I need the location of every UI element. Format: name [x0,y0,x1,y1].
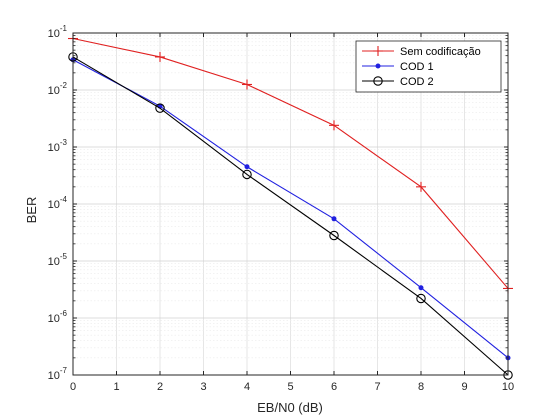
legend-marker [373,76,383,86]
x-tick-label: 6 [331,381,337,393]
x-tick-label: 3 [200,381,206,393]
series-layer [68,33,513,380]
series-line [72,37,509,289]
x-tick-label: 4 [244,381,250,393]
x-tick-label: 0 [70,381,76,393]
y-axis-title: BER [24,197,39,224]
data-point [331,216,337,222]
data-point [416,293,426,304]
data-point [155,103,165,113]
x-tick-label: 5 [287,381,293,393]
data-point [329,120,339,131]
x-tick-label: 2 [157,381,163,393]
legend-marker [375,63,381,69]
x-axis-title: EB/N0 (dB) [257,400,323,415]
data-point [155,51,165,62]
data-point [416,181,426,192]
x-tick-label: 7 [374,381,380,393]
series-line [72,56,509,376]
data-point [244,164,250,170]
y-tick-label: 10-6 [48,309,68,325]
x-tick-label: 9 [461,381,467,393]
data-point [242,169,252,180]
x-tick-label: 8 [418,381,424,393]
legend-entry: Sem codificação [362,46,481,58]
ticks: 0 1 2 3 4 5 6 7 8 9 10 10-7 10-6 10-5 10-4 10-3 10-2 10-1 [48,24,515,393]
y-tick-label: 10-2 [48,81,68,97]
y-tick-label: 10-4 [48,195,68,211]
series-line [72,59,509,359]
y-tick-label: 10-3 [48,138,68,154]
legend-entry: COD 1 [362,61,434,73]
y-tick-label: 10-1 [48,24,68,40]
x-tick-label: 1 [113,381,119,393]
data-point [418,285,424,291]
data-point [242,79,252,90]
legend-label: COD 1 [400,61,434,73]
series-2 [70,57,511,361]
legend-label: COD 2 [400,76,434,88]
y-tick-label: 10-7 [48,366,68,382]
y-tick-label: 10-5 [48,252,68,268]
legend: Sem codificação COD 1 COD 2 [355,40,502,93]
x-tick-label: 10 [502,381,514,393]
legend-label: Sem codificação [400,46,481,58]
data-point [329,230,339,241]
legend-entry: COD 2 [362,76,434,88]
legend-marker [373,46,383,56]
